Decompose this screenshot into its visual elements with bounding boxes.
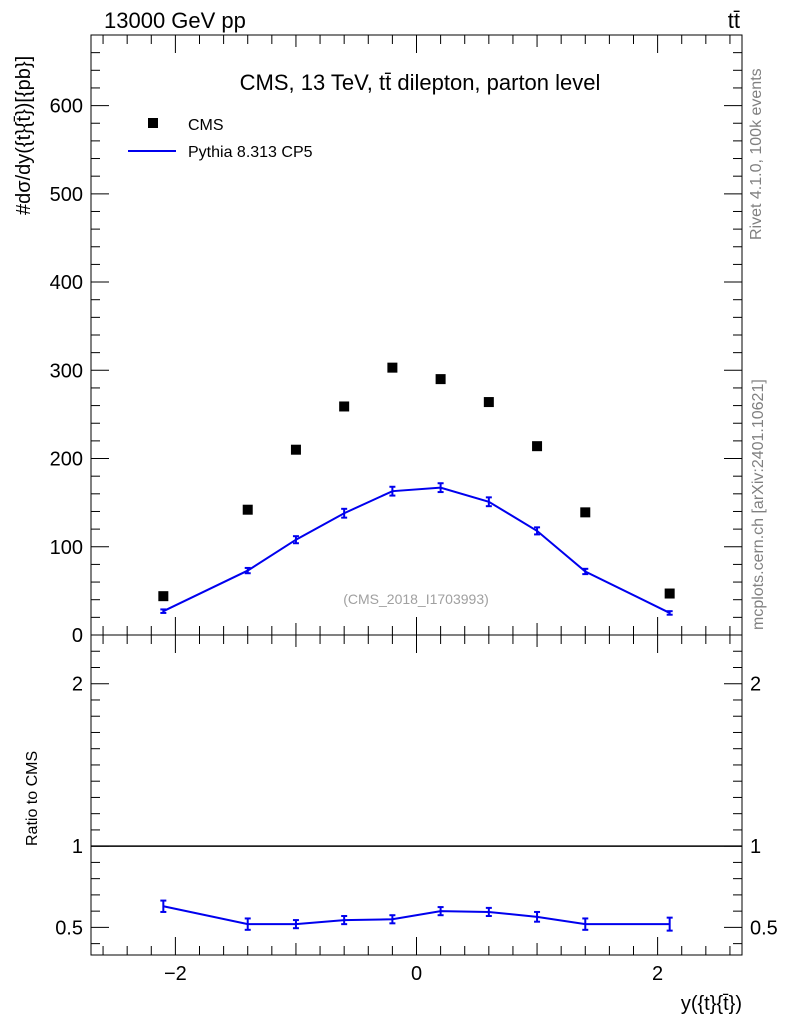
analysis-id-label: (CMS_2018_I1703993) xyxy=(343,591,489,607)
ratio-tick-labels: 0.5 0.5 1 1 2 2 xyxy=(55,674,778,940)
ratio-tick-label-right: 1 xyxy=(750,836,761,858)
y-tick-label: 300 xyxy=(50,360,83,382)
energy-label: 13000 GeV pp xyxy=(104,8,246,33)
cms-data-point xyxy=(339,401,350,412)
pythia-line xyxy=(162,486,671,614)
x-tick-labels: −2 0 2 xyxy=(164,963,663,985)
cms-data-point xyxy=(483,397,494,408)
y-tick-label: 100 xyxy=(50,537,83,559)
cms-data-point xyxy=(290,444,301,455)
x-axis-label: y({t}{t̄}) xyxy=(681,993,742,1015)
chart-title: CMS, 13 TeV, tt̄ dilepton, parton level xyxy=(240,70,601,95)
ratio-tick-label: 1 xyxy=(72,836,83,858)
legend-cms-label: CMS xyxy=(188,117,224,134)
ratio-tick-label: 2 xyxy=(72,674,83,696)
mcplots-label: mcplots.cern.ch [arXiv:2401.10621] xyxy=(750,379,767,630)
ratio-axis-label: Ratio to CMS xyxy=(24,751,41,846)
x-tick-label: 2 xyxy=(652,963,663,985)
cms-data-point xyxy=(242,504,253,515)
ratio-tick-label: 0.5 xyxy=(55,917,83,939)
x-tick-label: 0 xyxy=(411,963,422,985)
main-axis-ticks xyxy=(91,52,742,636)
ratio-plot-frame xyxy=(90,634,743,956)
ratio-line xyxy=(163,905,670,926)
process-label: tt̄ xyxy=(728,8,740,33)
y-tick-label: 500 xyxy=(50,184,83,206)
cms-series xyxy=(158,362,675,602)
ratio-tick-label-right: 0.5 xyxy=(750,917,778,939)
legend-pythia-label: Pythia 8.313 CP5 xyxy=(188,144,313,161)
pythia-series xyxy=(160,482,673,616)
ratio-series xyxy=(160,899,673,932)
legend-cms-marker xyxy=(148,118,158,128)
y-tick-label: 400 xyxy=(50,272,83,294)
cms-data-point xyxy=(532,441,543,452)
ratio-tick-label-right: 2 xyxy=(750,674,761,696)
y-axis-label: #dσ/dy({t}{t̄})[{pb}] xyxy=(13,56,35,215)
y-tick-label: 600 xyxy=(50,96,83,118)
ratio-axis-ticks xyxy=(91,634,742,945)
cms-data-point xyxy=(387,362,398,373)
cms-data-point xyxy=(580,507,591,518)
y-tick-labels: 0 100 200 300 400 500 600 xyxy=(50,96,83,647)
x-axis-ticks xyxy=(102,35,731,955)
cms-data-point xyxy=(435,374,446,385)
y-tick-label: 200 xyxy=(50,449,83,471)
rivet-version-label: Rivet 4.1.0, 100k events xyxy=(748,68,765,240)
y-tick-label: 0 xyxy=(72,625,83,647)
cms-data-point xyxy=(664,588,675,599)
cms-data-point xyxy=(158,591,169,602)
x-tick-label: −2 xyxy=(164,963,187,985)
